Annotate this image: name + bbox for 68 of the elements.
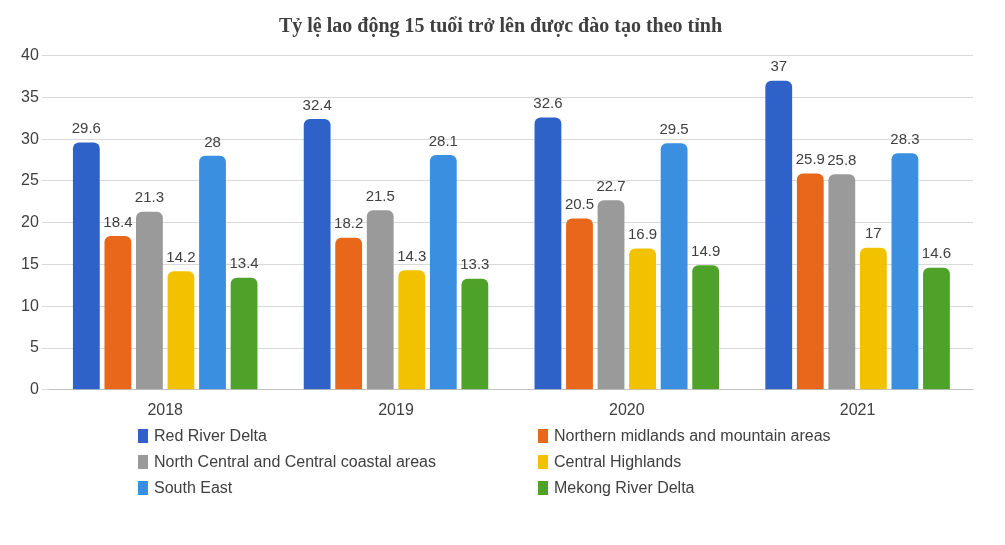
bar	[199, 155, 226, 390]
x-tick-label: 2020	[609, 400, 645, 418]
data-label: 14.2	[166, 247, 196, 265]
y-tick-label: 30	[21, 129, 39, 147]
data-label: 21.5	[365, 186, 395, 204]
x-tick-label: 2021	[839, 400, 876, 418]
data-label: 14.3	[397, 246, 427, 264]
data-label: 14.9	[691, 241, 721, 259]
bar	[566, 218, 593, 390]
y-tick-label: 20	[21, 213, 39, 231]
data-label: 32.4	[302, 95, 332, 113]
legend-label: Northern midlands and mountain areas	[554, 427, 831, 445]
legend-label: Mekong River Delta	[554, 479, 695, 497]
data-label: 37	[770, 57, 788, 75]
bar	[765, 80, 793, 390]
data-label: 17	[865, 224, 882, 242]
data-label: 13.3	[460, 255, 490, 273]
bar	[859, 247, 887, 390]
bar	[828, 174, 856, 390]
legend-label: Central Highlands	[554, 453, 682, 471]
chart-title: Tỷ lệ lao động 15 tuổi trở lên được đào tạo theo tỉnh	[277, 14, 724, 37]
y-tick-label: 15	[21, 254, 39, 272]
bar	[136, 211, 163, 390]
legend-label: Red River Delta	[154, 427, 267, 445]
y-tick-label: 35	[21, 87, 39, 105]
legend-label: North Central and Central coastal areas	[154, 453, 436, 471]
bar	[398, 270, 426, 390]
bar	[366, 210, 394, 390]
data-label: 28.3	[890, 129, 920, 147]
data-label: 18.4	[103, 212, 133, 230]
data-label: 14.6	[921, 244, 952, 262]
data-label: 20.5	[564, 195, 595, 213]
data-label: 32.6	[533, 94, 563, 112]
y-tick-label: 5	[29, 338, 39, 356]
bar	[104, 236, 132, 390]
data-label: 16.9	[627, 225, 658, 243]
data-label: 28	[204, 132, 221, 150]
data-label: 13.4	[229, 254, 259, 272]
bar	[303, 119, 331, 390]
bar	[230, 277, 258, 390]
bar	[597, 200, 625, 390]
data-label: 29.5	[659, 119, 689, 137]
legend-label: South East	[154, 479, 233, 497]
y-tick-label: 0	[29, 380, 39, 398]
bar	[167, 271, 195, 390]
data-label: 21.3	[134, 188, 165, 206]
bar	[891, 153, 919, 390]
x-tick-label: 2019	[378, 400, 414, 418]
bar	[429, 155, 457, 390]
bar	[692, 265, 720, 390]
bar	[72, 142, 100, 390]
data-label: 29.6	[71, 119, 101, 137]
bar	[923, 267, 950, 390]
y-tick-label: 25	[21, 171, 39, 189]
data-label: 28.1	[428, 131, 458, 149]
data-label: 25.9	[795, 150, 825, 168]
bar	[796, 173, 824, 390]
y-tick-label: 10	[21, 296, 39, 314]
bar	[534, 117, 562, 390]
bar	[629, 248, 656, 390]
data-label: 22.7	[596, 176, 626, 194]
bar	[335, 237, 363, 390]
x-tick-label: 2018	[147, 400, 184, 418]
data-label: 18.2	[334, 214, 364, 232]
bar	[660, 143, 688, 390]
bar	[461, 278, 489, 390]
y-tick-label: 40	[21, 46, 39, 64]
data-label: 25.8	[827, 150, 857, 168]
